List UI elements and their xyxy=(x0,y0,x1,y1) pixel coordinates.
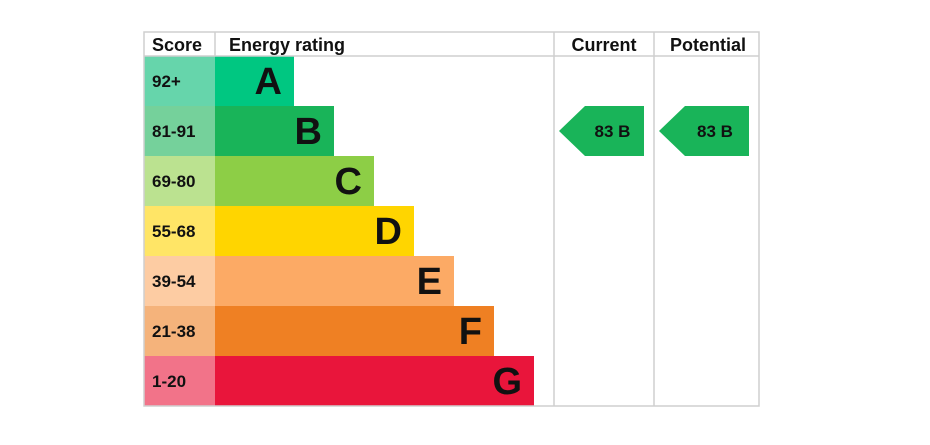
current-rating-arrow xyxy=(559,106,644,156)
score-label-d: 55-68 xyxy=(152,222,195,241)
score-cell-d xyxy=(144,206,215,256)
rating-indicators: 83 B 83 B xyxy=(559,106,749,156)
score-label-e: 39-54 xyxy=(152,272,196,291)
header-energy-rating: Energy rating xyxy=(229,35,345,55)
score-label-g: 1-20 xyxy=(152,372,186,391)
table-grid xyxy=(143,31,760,407)
band-bar-c xyxy=(215,156,374,206)
potential-rating-arrow xyxy=(659,106,749,156)
score-cell-b xyxy=(144,106,215,156)
band-letter-f: F xyxy=(459,311,482,353)
band-letter-g: G xyxy=(492,361,522,403)
band-bar-a xyxy=(215,56,294,106)
band-letter-b: B xyxy=(295,111,322,153)
table-border xyxy=(143,31,760,407)
potential-rating-value: 83 B xyxy=(697,122,733,141)
score-cell-a xyxy=(144,56,215,106)
score-cell-f xyxy=(144,306,215,356)
rating-bands: 92+ A 81-91 B 69-80 C 55-68 D 39-54 E 21-38 F 1-20 G xyxy=(144,56,534,406)
band-letter-d: D xyxy=(375,211,402,253)
band-letter-e: E xyxy=(417,261,442,303)
band-letter-c: C xyxy=(335,161,362,203)
current-rating-value: 83 B xyxy=(595,122,631,141)
band-bar-g xyxy=(215,356,534,406)
score-cell-g xyxy=(144,356,215,406)
band-bar-e xyxy=(215,256,454,306)
band-bar-f xyxy=(215,306,494,356)
score-label-b: 81-91 xyxy=(152,122,195,141)
header-score: Score xyxy=(152,35,202,55)
header-current: Current xyxy=(571,35,636,55)
band-bar-b xyxy=(215,106,334,156)
score-cell-e xyxy=(144,256,215,306)
score-label-a: 92+ xyxy=(152,72,181,91)
band-letter-a: A xyxy=(255,61,282,103)
band-bar-d xyxy=(215,206,414,256)
header-row xyxy=(144,32,759,56)
score-label-f: 21-38 xyxy=(152,322,195,341)
score-cell-c xyxy=(144,156,215,206)
score-label-c: 69-80 xyxy=(152,172,195,191)
header-potential: Potential xyxy=(670,35,746,55)
